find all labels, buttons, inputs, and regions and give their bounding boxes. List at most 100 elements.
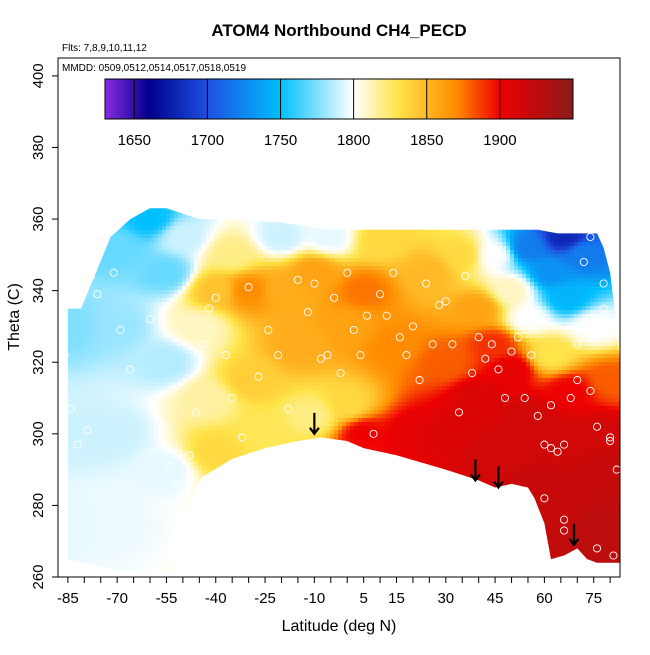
field-cell [146,462,151,467]
field-cell [102,530,107,535]
field-cell [142,250,147,255]
field-cell [70,378,75,383]
field-cell [190,266,195,271]
field-cell [138,166,143,171]
field-cell [86,514,91,519]
field-cell [190,454,195,459]
field-cell [146,510,151,515]
field-cell [154,342,159,347]
field-cell [130,542,135,547]
field-cell [190,574,195,579]
field-cell [110,294,115,299]
field-cell [206,554,211,559]
field-cell [82,290,87,295]
field-cell [170,558,175,563]
field-cell [102,550,107,555]
field-cell [78,234,83,239]
field-cell [158,242,163,247]
field-cell [162,234,167,239]
field-cell [194,290,199,295]
field-cell [134,562,139,567]
field-cell [166,302,171,307]
field-cell [94,258,99,263]
field-cell [98,434,103,439]
field-cell [166,138,171,143]
field-cell [166,430,171,435]
field-cell [118,222,123,227]
field-cell [98,474,103,479]
field-cell [178,366,183,371]
field-cell [194,246,199,251]
field-cell [174,246,179,251]
field-cell [194,478,199,483]
field-cell [194,194,199,199]
field-cell [106,166,111,171]
field-cell [118,306,123,311]
field-cell [198,402,203,407]
field-cell [170,470,175,475]
field-cell [118,166,123,171]
field-cell [94,234,99,239]
field-cell [150,234,155,239]
field-cell [154,542,159,547]
field-cell [122,426,127,431]
field-cell [67,518,71,523]
field-cell [86,318,91,323]
field-cell [134,190,139,195]
field-cell [74,222,79,227]
field-cell [74,78,79,83]
field-cell [138,58,143,63]
field-cell [158,322,163,327]
field-cell [82,494,87,499]
field-cell [142,362,147,367]
field-cell [86,150,91,155]
field-cell [126,566,131,571]
field-cell [66,138,71,143]
field-cell [206,562,211,567]
field-cell [194,362,199,367]
field-cell [138,406,143,411]
field-cell [190,178,195,183]
field-cell [114,342,119,347]
field-cell [106,514,111,519]
field-cell [202,178,207,183]
field-cell [154,410,159,415]
field-cell [74,146,79,151]
field-cell [90,110,95,115]
field-cell [118,178,123,183]
field-cell [118,342,123,347]
field-cell [94,562,99,567]
field-cell [102,442,107,447]
field-cell [194,302,199,307]
field-cell [202,574,207,579]
field-cell [130,402,135,407]
field-cell [134,482,139,487]
field-cell [98,338,103,343]
field-cell [182,406,187,411]
field-cell [58,234,63,239]
field-cell [110,142,115,147]
field-cell [90,546,95,551]
field-cell [186,530,191,535]
field-cell [134,150,139,155]
field-cell [174,370,179,375]
field-cell [130,366,135,371]
field-cell [150,298,155,303]
field-cell [114,306,119,311]
field-cell [182,250,187,255]
field-cell [174,574,179,579]
field-cell [94,434,99,439]
field-cell [114,194,119,199]
field-cell [82,450,87,455]
field-cell [166,514,171,519]
field-cell [110,74,115,79]
field-cell [94,214,99,219]
field-cell [110,286,115,291]
field-cell [126,562,131,567]
field-cell [154,250,159,255]
field-cell [110,482,115,487]
field-cell [110,458,115,463]
field-cell [74,182,79,187]
field-cell [138,208,143,211]
field-cell [130,186,135,191]
